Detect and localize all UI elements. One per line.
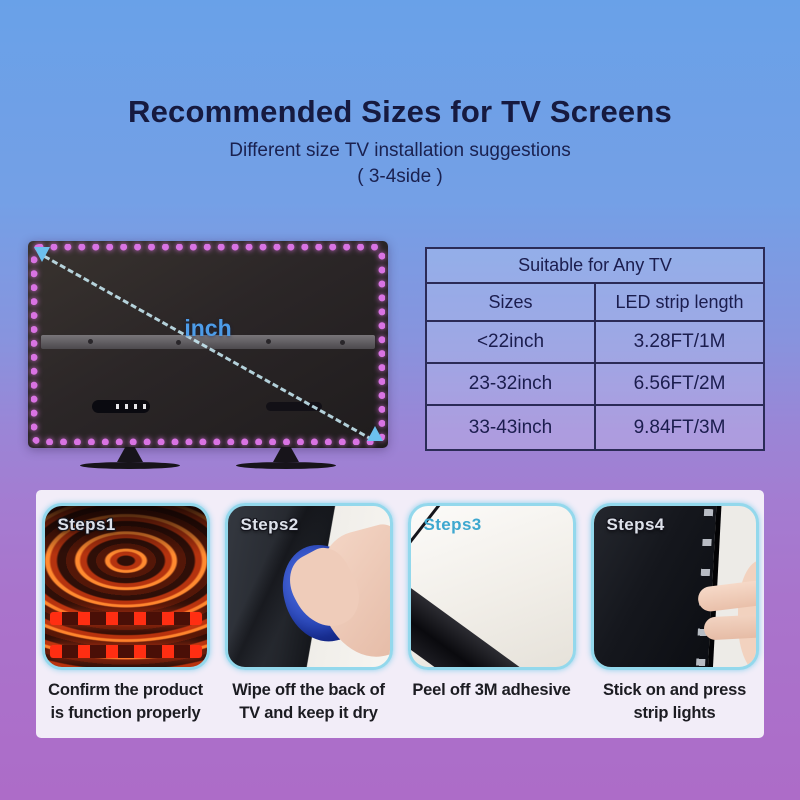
diagonal-label: inch [184, 315, 232, 341]
cell-length: 9.84FT/3M [633, 416, 726, 438]
step2-label: Steps2 [240, 515, 299, 534]
step-card-1: Steps1 Confirm the product is function p… [41, 503, 211, 725]
finger-graphic [702, 614, 756, 641]
step-card-2: Steps2 Wipe off the back of TV and keep … [224, 503, 394, 725]
caption-line: Stick on and press [602, 681, 747, 699]
step4-caption: Stick on and press strip lights [603, 679, 746, 725]
tv-foot-base [80, 462, 180, 469]
diagonal-arrow-bottom-icon [367, 426, 383, 441]
tv-foot-stem [273, 447, 299, 462]
cell-size: 33-43inch [427, 406, 596, 449]
adhesive-tape-graphic [410, 546, 573, 667]
step2-photo: Steps2 [224, 503, 393, 670]
step3-photo: Steps3 [407, 503, 576, 670]
table-header-row: Sizes LED strip length [427, 284, 763, 322]
tv-foot-right [236, 447, 336, 469]
column-header-sizes: Sizes [427, 284, 596, 320]
tv-mount-bar [41, 335, 375, 349]
caption-line: Wipe off the back of [232, 681, 385, 699]
cell-size: 23-32inch [427, 364, 596, 404]
led-strip-ring [31, 244, 385, 445]
cell-length: 6.56FT/2M [633, 373, 726, 394]
cell-length: 3.28FT/1M [633, 331, 726, 352]
step-cards-row: Steps1 Confirm the product is function p… [36, 490, 764, 725]
page-title: Recommended Sizes for TV Screens [128, 94, 672, 129]
tv-illustration: inch [28, 241, 388, 469]
port-dots [116, 404, 146, 409]
column-header-length: LED strip length [615, 291, 744, 312]
caption-line: is function properly [50, 704, 201, 723]
step4-label: Steps4 [606, 515, 665, 534]
step2-caption: Wipe off the back of TV and keep it dry [232, 679, 385, 725]
step1-caption: Confirm the product is function properly [48, 679, 203, 725]
caption-line: TV and keep it dry [239, 704, 378, 723]
caption-line: strip lights [633, 704, 716, 723]
size-table: Suitable for Any TV Sizes LED strip leng… [425, 247, 765, 451]
table-row: 33-43inch 9.84FT/3M [427, 406, 763, 449]
cell-size: <22inch [427, 322, 596, 362]
step4-photo: Steps4 [590, 503, 759, 670]
diagonal-arrow-top-icon [34, 247, 50, 262]
step1-photo: Steps1 [41, 503, 210, 670]
tv-recess-handle [266, 402, 322, 411]
screw-dots [88, 339, 93, 344]
table-row: <22inch 3.28FT/1M [427, 322, 763, 364]
step3-label: Steps3 [423, 515, 482, 534]
tv-foot-left [80, 447, 180, 469]
tv-port-cluster [92, 400, 150, 413]
led-strip-row [49, 612, 202, 625]
step3-caption: Peel off 3M adhesive [412, 679, 571, 702]
table-row: 23-32inch 6.56FT/2M [427, 364, 763, 406]
tv-foot-base [236, 462, 336, 469]
table-title: Suitable for Any TV [427, 249, 763, 284]
step1-label: Steps1 [57, 515, 116, 534]
led-strip-row [49, 645, 202, 658]
step-card-3: Steps3 Peel off 3M adhesive [407, 503, 577, 725]
caption-line: Confirm the product [48, 681, 203, 699]
caption-line: Peel off 3M adhesive [412, 681, 571, 699]
step-card-4: Steps4 Stick on and press strip lights [590, 503, 760, 725]
steps-panel: Steps1 Confirm the product is function p… [36, 490, 764, 738]
page-note: ( 3-4side ) [357, 166, 443, 187]
tv-foot-stem [117, 447, 143, 462]
page-subtitle: Different size TV installation suggestio… [229, 140, 571, 161]
